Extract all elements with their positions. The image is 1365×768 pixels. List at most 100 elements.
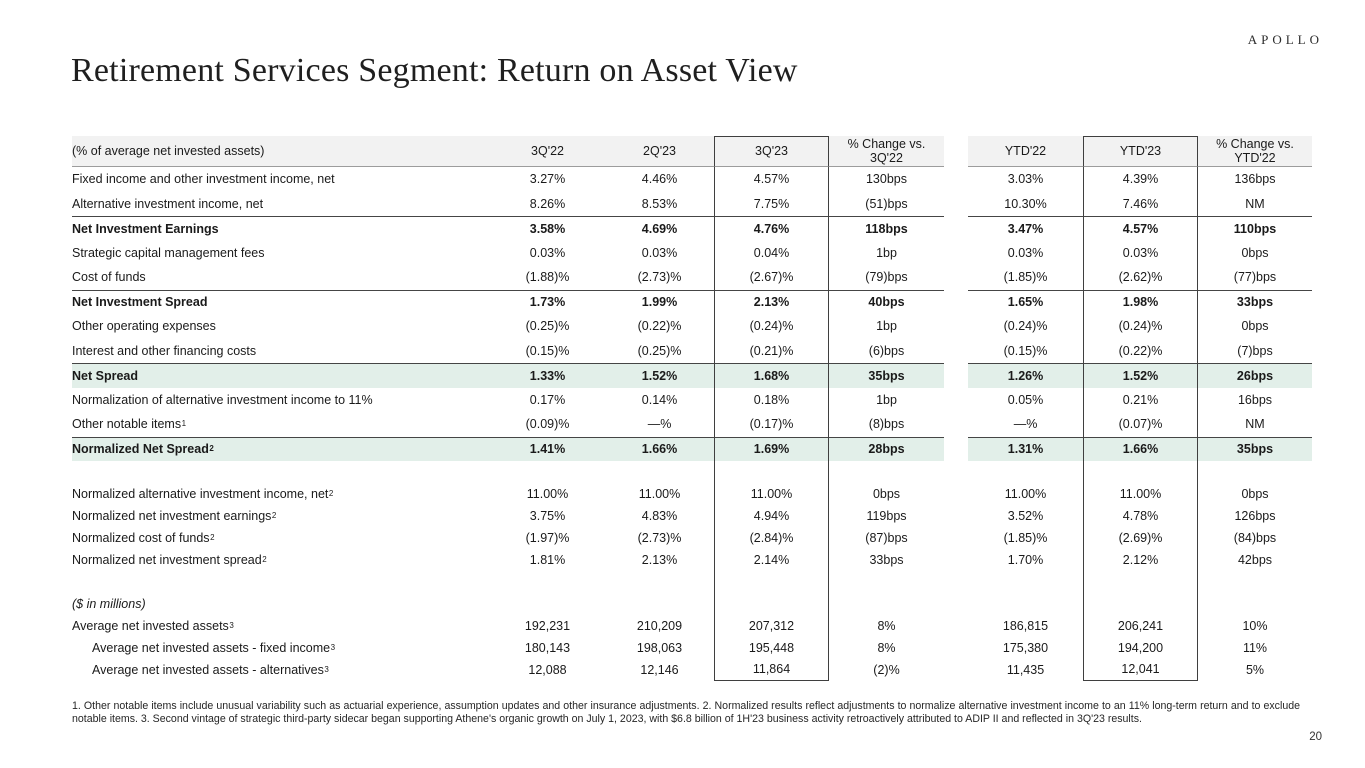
- row-label: Normalized net investment earnings 2: [72, 508, 277, 523]
- cell-value: 130bps: [865, 172, 907, 187]
- cell-value: 11.00%: [1083, 483, 1198, 505]
- table-row: Normalized alternative investment income…: [72, 483, 1312, 505]
- cell-value: 11%: [1242, 640, 1268, 655]
- row-label: Normalized net investment spread 2: [72, 552, 267, 567]
- row-label-text: Normalized net investment earnings: [72, 508, 272, 523]
- row-label: Normalized alternative investment income…: [72, 486, 334, 501]
- column-gap: [944, 363, 968, 388]
- cell-value: (1.88)%: [525, 270, 570, 285]
- column-gap: [944, 637, 968, 659]
- cell-value: [490, 461, 605, 483]
- cell-value: [1083, 461, 1198, 483]
- cell-value: 12,041: [1083, 659, 1198, 681]
- cell-value: (2.62)%: [1083, 265, 1198, 290]
- cell-value: (87)bps: [865, 530, 908, 545]
- table-row: Normalized Net Spread 2 1.41% 1.66% 1.69% 28b…: [72, 436, 1312, 461]
- cell-value: 4.76%: [714, 216, 829, 241]
- row-label: Net Investment Earnings: [72, 216, 490, 241]
- cell-value: 1.98%: [1083, 289, 1198, 314]
- table-row: Other operating expenses (0.25)% (0.22)% (0…: [72, 314, 1312, 339]
- row-label-text: Alternative investment income, net: [72, 196, 264, 211]
- column-gap: [944, 505, 968, 527]
- table-header-row: (% of average net invested assets) 3Q'22 2…: [72, 136, 1312, 167]
- cell-value: 2.13%: [714, 289, 829, 314]
- row-label: Strategic capital management fees: [72, 241, 490, 266]
- cell-value: 210,209: [636, 618, 683, 633]
- column-gap: [944, 549, 968, 571]
- cell-value: —%: [1013, 417, 1038, 432]
- page-title: Retirement Services Segment: Return on A…: [71, 52, 798, 89]
- table-row: Normalized net investment earnings 2 3.75%…: [72, 505, 1312, 527]
- cell-value: 11.00%: [526, 486, 569, 501]
- header-gap: [944, 136, 968, 167]
- cell-value: 16bps: [1237, 392, 1273, 407]
- cell-value: 2.12%: [1083, 549, 1198, 571]
- cell-value: 0.03%: [641, 245, 678, 260]
- cell-value: 3.27%: [529, 172, 566, 187]
- cell-value: 12,146: [640, 662, 679, 677]
- cell-value: 4.57%: [714, 167, 829, 192]
- row-label: Cost of funds: [72, 265, 490, 290]
- cell-value: 8%: [877, 618, 896, 633]
- cell-value: (2.73)%: [637, 270, 682, 285]
- apollo-logo: APOLLO: [1247, 32, 1323, 47]
- cell-value: 1.66%: [1083, 436, 1198, 461]
- column-gap: [944, 387, 968, 412]
- table-row: Fixed income and other investment income…: [72, 167, 1312, 192]
- column-gap: [944, 483, 968, 505]
- table-row: Average net invested assets 3 192,231 210,2…: [72, 615, 1312, 637]
- cell-value: 2.14%: [714, 549, 829, 571]
- row-label: Net Spread: [72, 363, 490, 388]
- cell-value: 11.00%: [714, 483, 829, 505]
- cell-value: 33bps: [1198, 289, 1312, 315]
- cell-value: (0.22)%: [637, 319, 682, 334]
- cell-value: (0.24)%: [714, 314, 829, 339]
- cell-value: 28bps: [829, 436, 944, 461]
- cell-value: 1.52%: [605, 363, 714, 388]
- spacer-row: [72, 461, 1312, 483]
- cell-value: [605, 571, 714, 593]
- cell-value: 0.21%: [1083, 387, 1198, 412]
- table-row: Normalized cost of funds 2 (1.97)% (2.73)% (…: [72, 527, 1312, 549]
- cell-value: [1198, 461, 1312, 483]
- cell-value: 11.00%: [1004, 486, 1047, 501]
- column-gap: [944, 314, 968, 339]
- cell-value: 192,231: [524, 618, 571, 633]
- cell-value: (7)bps: [1237, 343, 1273, 358]
- column-gap: [944, 436, 968, 461]
- cell-value: (2.84)%: [714, 527, 829, 549]
- cell-value: 110bps: [1198, 216, 1312, 241]
- cell-value: 35bps: [1198, 436, 1312, 461]
- cell-value: (6)bps: [868, 343, 905, 358]
- cell-value: 186,815: [1002, 618, 1049, 633]
- cell-value: 1bp: [876, 245, 897, 260]
- cell-value: 0bps: [1241, 486, 1269, 501]
- row-label: Other operating expenses: [72, 314, 490, 339]
- cell-value: 12,088: [528, 662, 567, 677]
- cell-value: 0.04%: [714, 240, 829, 265]
- cell-value: 0bps: [1241, 319, 1269, 334]
- column-header: YTD'23: [1083, 136, 1198, 167]
- cell-value: 4.78%: [1083, 505, 1198, 527]
- cell-value: 1.70%: [1007, 552, 1044, 567]
- row-label: Interest and other financing costs: [72, 339, 490, 364]
- cell-value: 0.03%: [529, 245, 566, 260]
- cell-value: (0.25)%: [525, 319, 570, 334]
- row-label-text: Normalized Net Spread: [72, 442, 209, 457]
- cell-value: 10.30%: [1004, 196, 1047, 211]
- cell-value: [490, 571, 605, 593]
- cell-value: 0.05%: [1007, 392, 1044, 407]
- cell-value: [829, 461, 944, 483]
- cell-value: 0.14%: [641, 392, 678, 407]
- cell-value: 4.69%: [605, 216, 714, 241]
- column-gap: [944, 615, 968, 637]
- row-label: [72, 571, 490, 593]
- cell-value: 136bps: [1234, 172, 1276, 187]
- column-header: 3Q'23: [714, 136, 829, 167]
- cell-value: 8.26%: [529, 196, 566, 211]
- table-row: Net Investment Spread 1.73% 1.99% 2.13% 40bp…: [72, 289, 1312, 315]
- cell-value: (0.15)%: [1003, 343, 1048, 358]
- row-label: ($ in millions): [72, 593, 490, 615]
- cell-value: (0.17)%: [714, 412, 829, 437]
- row-label-text: Other operating expenses: [72, 319, 216, 334]
